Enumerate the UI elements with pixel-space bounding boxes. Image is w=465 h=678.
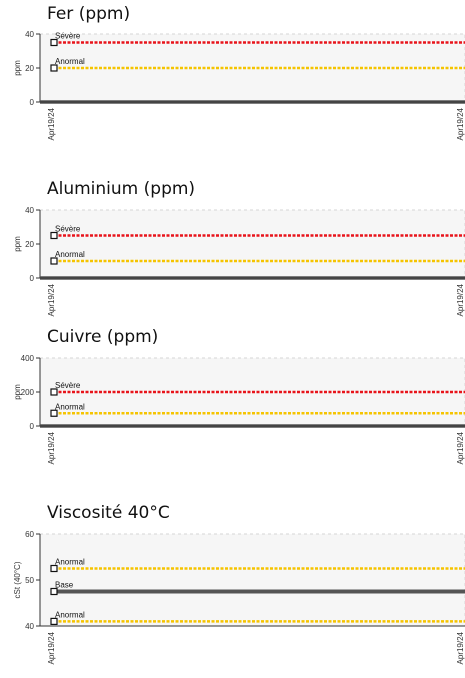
threshold-label: Anormal [55,558,85,567]
x-tick-label: Apr19/24 [456,283,465,316]
threshold-marker [50,587,58,596]
threshold-marker [50,617,58,626]
threshold-marker [50,388,58,396]
threshold-label: Anormal [55,402,85,411]
chart-title: Viscosité 40°C [47,503,170,523]
chart-panel-viscosite: Viscosité 40°C 40 50 60 cSt (40°C) Anormal Ba… [0,500,465,676]
chart-title: Fer (ppm) [47,4,131,24]
chart-panel-cuivre: Cuivre (ppm) 0 200 400 ppm Sévère Anormal Apr1… [0,324,465,489]
threshold-label: Sévère [55,225,81,234]
y-tick-label: 50 [25,576,34,585]
threshold-label: Sévère [55,32,81,41]
chart-panel-aluminium: Aluminium (ppm) 0 20 40 ppm Sévère Anormal Apr… [0,176,465,341]
x-tick-label: Apr19/24 [456,631,465,664]
x-tick-label: Apr19/24 [47,631,56,664]
threshold-marker [50,38,58,47]
x-tick-label: Apr19/24 [47,107,56,140]
threshold-label: Base [55,581,74,590]
x-tick-label: Apr19/24 [456,107,465,140]
y-tick-label: 40 [25,206,34,215]
threshold-label: Anormal [55,250,85,259]
y-tick-label: 400 [21,354,35,363]
y-tick-label: 0 [30,98,35,107]
threshold-label: Anormal [55,57,85,66]
chart-svg: 0 20 40 ppm Sévère Anormal Apr19/24 Apr19/24 [13,30,465,140]
plot-area [39,209,465,279]
threshold-label: Anormal [55,610,85,619]
y-tick-label: 20 [25,64,34,73]
chart-title: Aluminium (ppm) [47,179,196,199]
x-tick-label: Apr19/24 [456,431,465,464]
y-tick-label: 20 [25,240,34,249]
chart-svg: 0 200 400 ppm Sévère Anormal Apr19/24 Apr19/24 [13,354,465,464]
y-tick-label: 200 [21,388,35,397]
x-tick-label: Apr19/24 [47,431,56,464]
threshold-marker [50,64,58,72]
plot-area [39,533,465,627]
threshold-marker [50,564,58,573]
x-tick-label: Apr19/24 [47,283,56,316]
chart-svg: 0 20 40 ppm Sévère Anormal Apr19/24 Apr19/24 [13,206,465,316]
threshold-label: Sévère [55,381,81,390]
threshold-marker [50,231,58,240]
y-axis-label: ppm [13,236,22,252]
chart-title: Cuivre (ppm) [47,327,159,347]
y-tick-label: 0 [30,274,35,283]
y-axis-label: ppm [13,60,22,76]
y-tick-label: 0 [30,422,35,431]
y-tick-label: 60 [25,530,34,539]
y-axis-label: ppm [13,384,22,400]
y-tick-label: 40 [25,30,34,39]
y-tick-label: 40 [25,622,34,631]
y-axis-label: cSt (40°C) [13,561,22,598]
chart-svg: 40 50 60 cSt (40°C) Anormal Base Anormal Apr19/… [13,530,465,664]
threshold-marker [50,409,58,417]
threshold-marker [50,257,58,265]
chart-panel-fer: Fer (ppm) 0 20 40 ppm Sévère Anormal Apr19/24 A… [0,0,465,165]
